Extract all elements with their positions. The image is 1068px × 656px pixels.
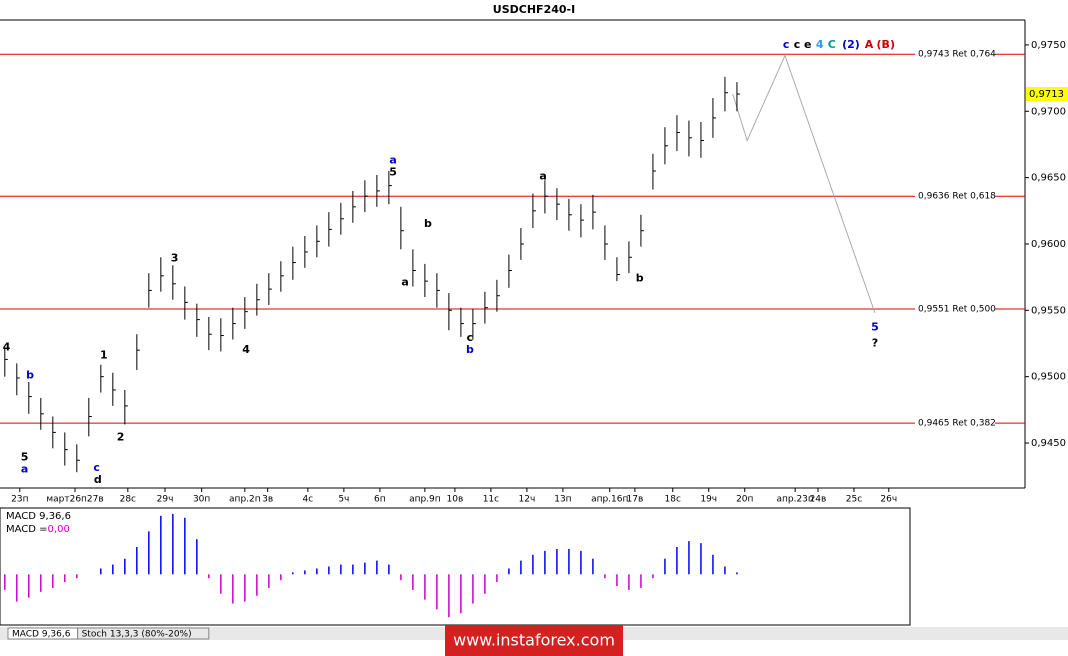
wave-label: ? bbox=[872, 336, 878, 349]
y-tick-label: 0,9750 bbox=[1031, 40, 1066, 51]
x-tick-label: 26ч bbox=[880, 495, 897, 505]
wave-label: a bbox=[389, 153, 396, 166]
wave-label: 2 bbox=[117, 431, 125, 444]
x-tick-label: апр.2п bbox=[229, 495, 261, 505]
y-tick-label: 0,9450 bbox=[1031, 438, 1066, 449]
watermark: www.instaforex.com bbox=[453, 631, 615, 650]
macd-value-label: MACD = bbox=[6, 524, 48, 535]
wave-label: 5 bbox=[871, 321, 879, 334]
wave-label: c bbox=[794, 38, 801, 51]
x-tick-label: апр.23п bbox=[776, 495, 813, 505]
tab[interactable] bbox=[77, 627, 210, 640]
fib-label-bg bbox=[915, 302, 995, 317]
wave-label: a bbox=[401, 275, 408, 288]
x-tick-label: 3в bbox=[262, 495, 273, 505]
chart-title: USDCHF240-I bbox=[493, 3, 575, 16]
wave-label: c bbox=[467, 331, 474, 344]
x-tick-label: 13п bbox=[554, 495, 571, 505]
watermark-box bbox=[445, 625, 623, 656]
forecast-line bbox=[732, 54, 876, 314]
x-tick-label: 11с bbox=[483, 495, 499, 505]
wave-label: C bbox=[828, 38, 836, 51]
x-tick-label: апр.16п bbox=[591, 495, 628, 505]
wave-label: b bbox=[466, 343, 474, 356]
wave-label: a bbox=[21, 463, 28, 476]
wave-label: c bbox=[93, 461, 100, 474]
macd-value: MACD =0,00 bbox=[6, 524, 70, 535]
wave-label: 3 bbox=[171, 252, 179, 265]
wave-label: c bbox=[783, 38, 790, 51]
fib-label: 0,9551 Ret 0,500 bbox=[918, 305, 996, 315]
current-price-box bbox=[1026, 87, 1068, 102]
x-tick-label: 17в bbox=[627, 495, 644, 505]
x-tick-label: 6п bbox=[374, 495, 386, 505]
y-tick-label: 0,9700 bbox=[1031, 106, 1066, 117]
wave-label: 5 bbox=[21, 451, 29, 464]
x-tick-label: 23п bbox=[11, 495, 28, 505]
wave-label: e bbox=[804, 38, 811, 51]
x-tick-label: 4с bbox=[303, 495, 314, 505]
current-price-label: 0,9713 bbox=[1029, 89, 1064, 100]
x-tick-label: 10в bbox=[447, 495, 464, 505]
macd-value-text: 0,00 bbox=[48, 524, 70, 535]
wave-label: A bbox=[865, 38, 874, 51]
wave-label: a bbox=[539, 169, 546, 182]
x-tick-label: 30п bbox=[193, 495, 210, 505]
x-tick-label: март26п27в bbox=[46, 495, 103, 505]
tab-label[interactable]: MACD 9,36,6 bbox=[12, 630, 71, 640]
x-tick-label: 24в bbox=[810, 495, 827, 505]
wave-label: b bbox=[636, 271, 644, 284]
macd-panel bbox=[0, 507, 911, 626]
wave-label: (B) bbox=[877, 38, 895, 51]
x-tick-label: 5ч bbox=[338, 495, 349, 505]
x-tick-label: 25с bbox=[846, 495, 862, 505]
wave-label: 5 bbox=[389, 165, 397, 178]
fib-label: 0,9743 Ret 0,764 bbox=[918, 50, 996, 60]
wave-label: 1 bbox=[100, 348, 108, 361]
x-tick-label: 19ч bbox=[700, 495, 717, 505]
x-tick-label: 29ч bbox=[157, 495, 174, 505]
wave-label: b bbox=[424, 217, 432, 230]
wave-label: 4 bbox=[3, 340, 11, 353]
wave-label: 4 bbox=[242, 343, 250, 356]
wave-label: 4 bbox=[816, 38, 824, 51]
fib-label-bg bbox=[915, 189, 995, 204]
x-tick-label: 18с bbox=[665, 495, 681, 505]
x-tick-label: апр.9п bbox=[409, 495, 441, 505]
y-tick-label: 0,9650 bbox=[1031, 173, 1066, 184]
y-tick-label: 0,9500 bbox=[1031, 372, 1066, 383]
x-tick-label: 12ч bbox=[519, 495, 536, 505]
wave-label: b bbox=[26, 368, 34, 381]
tab-label[interactable]: Stoch 13,3,3 (80%-20%) bbox=[82, 630, 192, 640]
x-tick-label: 20п bbox=[736, 495, 753, 505]
fib-label: 0,9465 Ret 0,382 bbox=[918, 419, 996, 429]
y-tick-label: 0,9600 bbox=[1031, 239, 1066, 250]
fib-label-bg bbox=[915, 416, 995, 431]
wave-label: d bbox=[94, 473, 102, 486]
macd-label: MACD 9,36,6 bbox=[6, 511, 71, 522]
fib-label: 0,9636 Ret 0,618 bbox=[918, 192, 996, 202]
x-tick-label: 28с bbox=[120, 495, 136, 505]
wave-label: (2) bbox=[842, 38, 860, 51]
fib-label-bg bbox=[915, 47, 995, 62]
y-tick-label: 0,9550 bbox=[1031, 305, 1066, 316]
